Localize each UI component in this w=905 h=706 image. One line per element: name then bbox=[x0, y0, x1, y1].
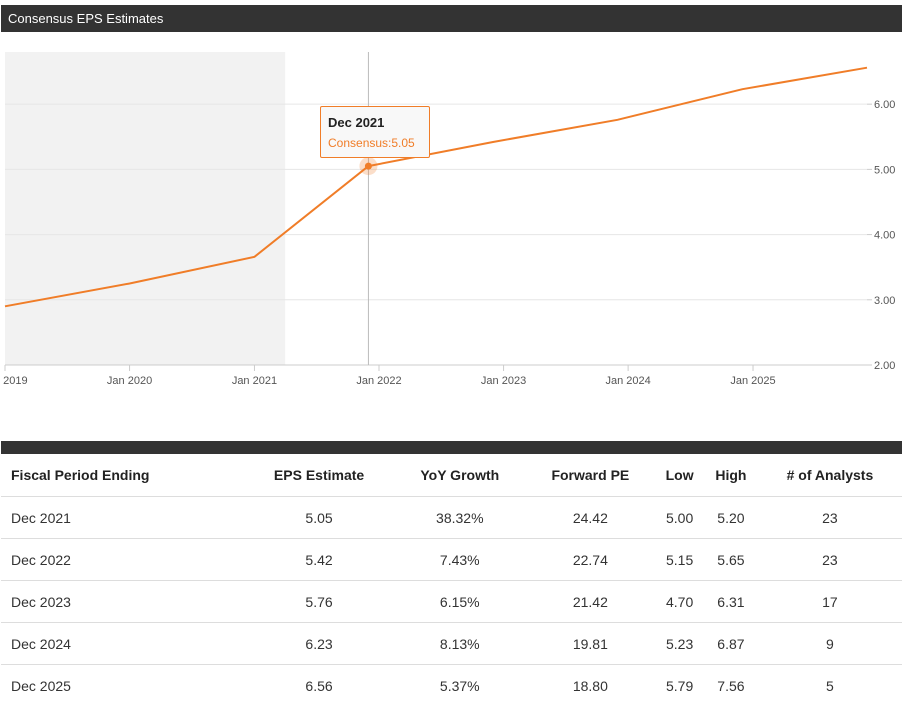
cell-pe: 18.80 bbox=[525, 665, 655, 706]
cell-growth: 6.15% bbox=[394, 581, 525, 623]
cell-eps: 6.23 bbox=[244, 623, 394, 665]
table-row: Dec 2025 6.56 5.37% 18.80 5.79 7.56 5 bbox=[1, 665, 902, 706]
table-row: Dec 2021 5.05 38.32% 24.42 5.00 5.20 23 bbox=[1, 497, 902, 539]
cell-period: Dec 2023 bbox=[1, 581, 244, 623]
data-point bbox=[365, 163, 372, 170]
cell-pe: 19.81 bbox=[525, 623, 655, 665]
chart-title: Consensus EPS Estimates bbox=[8, 11, 163, 26]
cell-high: 5.20 bbox=[704, 497, 758, 539]
cell-period: Dec 2025 bbox=[1, 665, 244, 706]
eps-estimates-table: Fiscal Period Ending EPS Estimate YoY Gr… bbox=[1, 454, 902, 706]
y-tick-label: 6.00 bbox=[874, 99, 895, 111]
cell-pe: 21.42 bbox=[525, 581, 655, 623]
cell-eps: 6.56 bbox=[244, 665, 394, 706]
table-header-bar bbox=[1, 441, 902, 454]
cell-period: Dec 2024 bbox=[1, 623, 244, 665]
cell-growth: 5.37% bbox=[394, 665, 525, 706]
x-tick-label: Jan 2019 bbox=[0, 375, 28, 387]
cell-high: 6.31 bbox=[704, 581, 758, 623]
cell-period: Dec 2022 bbox=[1, 539, 244, 581]
col-analysts[interactable]: # of Analysts bbox=[758, 454, 902, 497]
data-point bbox=[865, 66, 869, 70]
x-tick-label: Jan 2023 bbox=[481, 375, 526, 387]
data-point bbox=[616, 118, 620, 122]
y-tick-label: 5.00 bbox=[874, 164, 895, 176]
tooltip-number: 5.05 bbox=[391, 136, 414, 150]
cell-pe: 22.74 bbox=[525, 539, 655, 581]
x-tick-label: Jan 2021 bbox=[232, 375, 277, 387]
table-row: Dec 2022 5.42 7.43% 22.74 5.15 5.65 23 bbox=[1, 539, 902, 581]
x-tick-label: Jan 2020 bbox=[107, 375, 152, 387]
data-point bbox=[491, 140, 495, 144]
y-tick-label: 4.00 bbox=[874, 230, 895, 242]
cell-growth: 8.13% bbox=[394, 623, 525, 665]
cell-pe: 24.42 bbox=[525, 497, 655, 539]
col-yoy-growth[interactable]: YoY Growth bbox=[394, 454, 525, 497]
tooltip-title: Dec 2021 bbox=[328, 115, 429, 130]
x-tick-label: Jan 2025 bbox=[730, 375, 775, 387]
cell-eps: 5.76 bbox=[244, 581, 394, 623]
cell-low: 5.79 bbox=[655, 665, 704, 706]
cell-growth: 38.32% bbox=[394, 497, 525, 539]
col-eps-estimate[interactable]: EPS Estimate bbox=[244, 454, 394, 497]
cell-eps: 5.42 bbox=[244, 539, 394, 581]
cell-low: 5.23 bbox=[655, 623, 704, 665]
cell-low: 5.15 bbox=[655, 539, 704, 581]
data-point bbox=[3, 304, 7, 308]
cell-analysts: 17 bbox=[758, 581, 902, 623]
cell-period: Dec 2021 bbox=[1, 497, 244, 539]
cell-eps: 5.05 bbox=[244, 497, 394, 539]
table-row: Dec 2023 5.76 6.15% 21.42 4.70 6.31 17 bbox=[1, 581, 902, 623]
cell-analysts: 9 bbox=[758, 623, 902, 665]
y-tick-label: 2.00 bbox=[874, 360, 895, 372]
x-tick-label: Jan 2022 bbox=[356, 375, 401, 387]
cell-analysts: 5 bbox=[758, 665, 902, 706]
data-point bbox=[252, 255, 256, 259]
chart-title-bar: Consensus EPS Estimates bbox=[1, 5, 902, 32]
cell-low: 4.70 bbox=[655, 581, 704, 623]
cell-high: 5.65 bbox=[704, 539, 758, 581]
tooltip-label: Consensus: bbox=[328, 136, 391, 150]
cell-analysts: 23 bbox=[758, 539, 902, 581]
col-fiscal-period[interactable]: Fiscal Period Ending bbox=[1, 454, 244, 497]
col-forward-pe[interactable]: Forward PE bbox=[525, 454, 655, 497]
col-high[interactable]: High bbox=[704, 454, 758, 497]
chart-tooltip: Dec 2021 Consensus:5.05 bbox=[320, 106, 430, 158]
data-point bbox=[128, 281, 132, 285]
cell-growth: 7.43% bbox=[394, 539, 525, 581]
tooltip-value: Consensus:5.05 bbox=[328, 136, 429, 150]
cell-analysts: 23 bbox=[758, 497, 902, 539]
table-header-row: Fiscal Period Ending EPS Estimate YoY Gr… bbox=[1, 454, 902, 497]
eps-line-chart[interactable]: 2.00 3.00 4.00 5.00 6.00 Jan 2019 Jan 2020 Jan … bbox=[0, 32, 905, 412]
y-tick-label: 3.00 bbox=[874, 295, 895, 307]
data-point bbox=[740, 87, 744, 91]
col-low[interactable]: Low bbox=[655, 454, 704, 497]
cell-high: 6.87 bbox=[704, 623, 758, 665]
cell-high: 7.56 bbox=[704, 665, 758, 706]
cell-low: 5.00 bbox=[655, 497, 704, 539]
historical-shade bbox=[5, 52, 285, 365]
x-tick-label: Jan 2024 bbox=[605, 375, 650, 387]
table-row: Dec 2024 6.23 8.13% 19.81 5.23 6.87 9 bbox=[1, 623, 902, 665]
